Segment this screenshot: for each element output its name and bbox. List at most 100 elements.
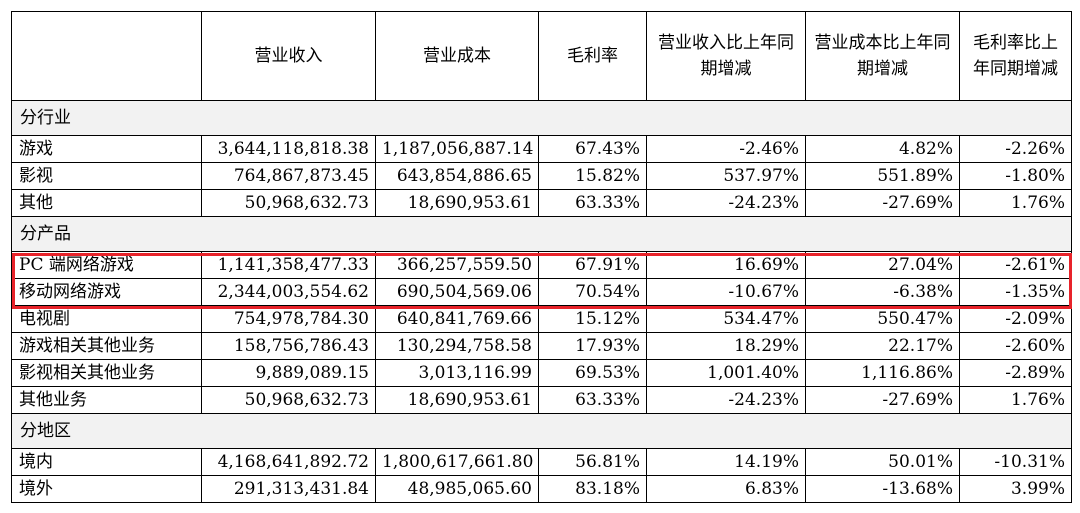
row-label: 移动网络游戏 bbox=[11, 278, 202, 306]
table-cell: 291,313,431.84 bbox=[201, 475, 376, 503]
row-label: 其他业务 bbox=[11, 386, 202, 414]
financial-table: 营业收入 营业成本 毛利率 营业收入比上年同期增减 营业成本比上年同期增减 毛利… bbox=[11, 11, 1072, 503]
table-cell: 50,968,632.73 bbox=[201, 386, 376, 414]
table-cell: -10.67% bbox=[646, 278, 806, 306]
table-cell: 50,968,632.73 bbox=[201, 189, 376, 217]
table-cell: 15.12% bbox=[538, 305, 647, 333]
table-cell: -2.61% bbox=[959, 251, 1072, 279]
table-cell: 27.04% bbox=[805, 251, 960, 279]
table-cell: 1.76% bbox=[959, 386, 1072, 414]
table-cell: 690,504,569.06 bbox=[375, 278, 539, 306]
table-cell: 754,978,784.30 bbox=[201, 305, 376, 333]
section-title: 分地区 bbox=[11, 413, 1072, 449]
table-cell: 3,644,118,818.38 bbox=[201, 135, 376, 163]
table-cell: 1,187,056,887.14 bbox=[375, 135, 539, 163]
table-cell: -24.23% bbox=[646, 386, 806, 414]
header-cell-gross-margin: 毛利率 bbox=[538, 11, 647, 101]
table-cell: 537.97% bbox=[646, 162, 806, 190]
section-row: 分地区 bbox=[11, 413, 1072, 449]
section-row: 分产品 bbox=[11, 216, 1072, 252]
table-cell: 9,889,089.15 bbox=[201, 359, 376, 387]
table-row: 影视相关其他业务 9,889,089.15 3,013,116.99 69.53% 1,… bbox=[11, 359, 1072, 387]
table-row: 电视剧 754,978,784.30 640,841,769.66 15.12% 534… bbox=[11, 305, 1072, 333]
table-cell: -2.60% bbox=[959, 332, 1072, 360]
row-label: 影视相关其他业务 bbox=[11, 359, 202, 387]
table-cell: -1.35% bbox=[959, 278, 1072, 306]
table-cell: -13.68% bbox=[805, 475, 960, 503]
table-cell: 70.54% bbox=[538, 278, 647, 306]
header-cell-margin-yoy: 毛利率比上年同期增减 bbox=[959, 11, 1072, 101]
table-cell: 4.82% bbox=[805, 135, 960, 163]
table-cell: 1,001.40% bbox=[646, 359, 806, 387]
table-cell: 550.47% bbox=[805, 305, 960, 333]
table-cell: 22.17% bbox=[805, 332, 960, 360]
table-cell: -2.09% bbox=[959, 305, 1072, 333]
table-cell: 16.69% bbox=[646, 251, 806, 279]
table-row: 其他 50,968,632.73 18,690,953.61 63.33% -24.23… bbox=[11, 189, 1072, 217]
row-label: 境内 bbox=[11, 448, 202, 476]
table-cell: 764,867,873.45 bbox=[201, 162, 376, 190]
table-cell: 130,294,758.58 bbox=[375, 332, 539, 360]
row-label: 境外 bbox=[11, 475, 202, 503]
table-cell: 18.29% bbox=[646, 332, 806, 360]
table-row: 影视 764,867,873.45 643,854,886.65 15.82% 537.… bbox=[11, 162, 1072, 190]
table-cell: 14.19% bbox=[646, 448, 806, 476]
table-cell: 640,841,769.66 bbox=[375, 305, 539, 333]
row-label: PC 端网络游戏 bbox=[11, 251, 202, 279]
table-cell: 63.33% bbox=[538, 189, 647, 217]
table-row: PC 端网络游戏 1,141,358,477.33 366,257,559.50 67… bbox=[11, 251, 1072, 279]
section-row: 分行业 bbox=[11, 100, 1072, 136]
header-row: 营业收入 营业成本 毛利率 营业收入比上年同期增减 营业成本比上年同期增减 毛利… bbox=[11, 11, 1072, 101]
table-cell: 1,141,358,477.33 bbox=[201, 251, 376, 279]
table-cell: 48,985,065.60 bbox=[375, 475, 539, 503]
table-cell: 6.83% bbox=[646, 475, 806, 503]
header-cell-revenue-yoy: 营业收入比上年同期增减 bbox=[646, 11, 806, 101]
table-cell: 67.91% bbox=[538, 251, 647, 279]
table-cell: 63.33% bbox=[538, 386, 647, 414]
table-cell: -27.69% bbox=[805, 189, 960, 217]
row-label: 游戏 bbox=[11, 135, 202, 163]
table-cell: 2,344,003,554.62 bbox=[201, 278, 376, 306]
table-cell: 18,690,953.61 bbox=[375, 189, 539, 217]
section-title: 分行业 bbox=[11, 100, 1072, 136]
table-cell: 3,013,116.99 bbox=[375, 359, 539, 387]
header-cell-cost: 营业成本 bbox=[375, 11, 539, 101]
row-label: 游戏相关其他业务 bbox=[11, 332, 202, 360]
table-cell: 15.82% bbox=[538, 162, 647, 190]
table-cell: 366,257,559.50 bbox=[375, 251, 539, 279]
table-cell: 551.89% bbox=[805, 162, 960, 190]
table-row: 游戏 3,644,118,818.38 1,187,056,887.14 67.43%… bbox=[11, 135, 1072, 163]
table-cell: -24.23% bbox=[646, 189, 806, 217]
table-cell: 17.93% bbox=[538, 332, 647, 360]
table-cell: -27.69% bbox=[805, 386, 960, 414]
section-title: 分产品 bbox=[11, 216, 1072, 252]
header-cell-cost-yoy: 营业成本比上年同期增减 bbox=[805, 11, 960, 101]
table-cell: 3.99% bbox=[959, 475, 1072, 503]
table-cell: 158,756,786.43 bbox=[201, 332, 376, 360]
header-cell-blank bbox=[11, 11, 202, 101]
table-cell: 4,168,641,892.72 bbox=[201, 448, 376, 476]
row-label: 影视 bbox=[11, 162, 202, 190]
table-cell: 67.43% bbox=[538, 135, 647, 163]
table-cell: 50.01% bbox=[805, 448, 960, 476]
table-cell: 1.76% bbox=[959, 189, 1072, 217]
table-cell: 56.81% bbox=[538, 448, 647, 476]
table-row: 其他业务 50,968,632.73 18,690,953.61 63.33% -24.… bbox=[11, 386, 1072, 414]
table-cell: -1.80% bbox=[959, 162, 1072, 190]
table-row: 游戏相关其他业务 158,756,786.43 130,294,758.58 17.9… bbox=[11, 332, 1072, 360]
row-label: 电视剧 bbox=[11, 305, 202, 333]
table-cell: 69.53% bbox=[538, 359, 647, 387]
table-cell: -6.38% bbox=[805, 278, 960, 306]
table-cell: 18,690,953.61 bbox=[375, 386, 539, 414]
table-cell: 1,116.86% bbox=[805, 359, 960, 387]
table-cell: 534.47% bbox=[646, 305, 806, 333]
table-row: 境内 4,168,641,892.72 1,800,617,661.80 56.81%… bbox=[11, 448, 1072, 476]
table-cell: 1,800,617,661.80 bbox=[375, 448, 539, 476]
table-row: 移动网络游戏 2,344,003,554.62 690,504,569.06 70.5… bbox=[11, 278, 1072, 306]
table-cell: -2.89% bbox=[959, 359, 1072, 387]
table-cell: -10.31% bbox=[959, 448, 1072, 476]
table-cell: 643,854,886.65 bbox=[375, 162, 539, 190]
table-cell: -2.46% bbox=[646, 135, 806, 163]
table-row: 境外 291,313,431.84 48,985,065.60 83.18% 6.83%… bbox=[11, 475, 1072, 503]
row-label: 其他 bbox=[11, 189, 202, 217]
